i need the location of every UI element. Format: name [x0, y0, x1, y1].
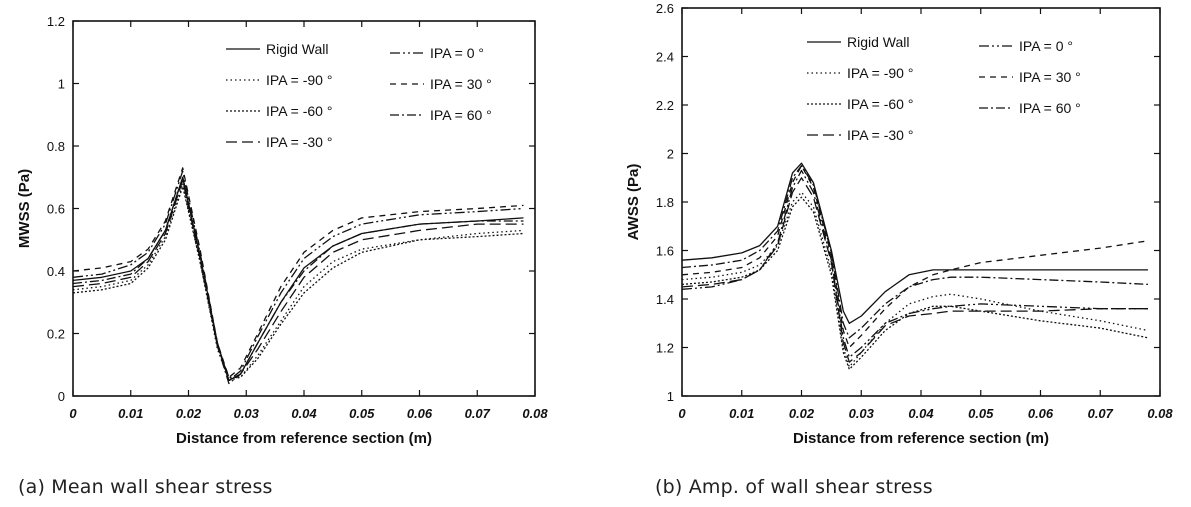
x-tick-label: 0.07	[1088, 406, 1114, 421]
y-tick-label: 2.4	[656, 50, 674, 65]
series-line-1	[681, 191, 1149, 368]
x-axis-label: Distance from reference section (m)	[176, 430, 432, 447]
legend-label: IPA = -60 °	[266, 103, 332, 119]
x-tick-label: 0.08	[522, 406, 548, 421]
x-tick-label: 0.01	[729, 406, 754, 421]
y-axis-label: MWSS (Pa)	[16, 169, 33, 248]
x-tick-label: 0	[69, 406, 77, 421]
series-line-0	[681, 162, 1148, 324]
y-tick-label: 0.4	[47, 264, 65, 279]
y-tick-label: 0.2	[47, 327, 65, 342]
x-tick-label: 0	[678, 406, 686, 421]
legend-label: IPA = 0 °	[1019, 38, 1073, 54]
x-axis-label: Distance from reference section (m)	[793, 430, 1049, 447]
x-tick-label: 0.06	[1028, 406, 1054, 421]
series-line-6	[72, 176, 524, 385]
x-tick-label: 0.05	[968, 406, 994, 421]
y-tick-label: 1.2	[47, 14, 65, 29]
series-line-3	[681, 177, 1148, 363]
plot-frame	[681, 7, 1161, 397]
legend-label: Rigid Wall	[847, 34, 910, 50]
mwss-chart: 0 0.01 0.02 0.03 0.04 0.05 0.06 0.07 0.08 0 0.2 0.4…	[16, 14, 548, 447]
x-tick-label: 0.01	[118, 406, 143, 421]
legend-label: IPA = -90 °	[266, 72, 332, 88]
legend-label: IPA = 30 °	[1019, 69, 1081, 85]
y-tick-label: 1	[667, 389, 674, 404]
y-tick-label: 1.6	[656, 244, 674, 259]
legend-label: IPA = -60 °	[847, 96, 913, 112]
y-tick-label: 1.8	[656, 195, 674, 210]
y-tick-label: 2.6	[656, 1, 674, 16]
y-tick-label: 1.4	[656, 292, 674, 307]
x-tick-label: 0.07	[465, 406, 491, 421]
y-tick-label: 0.8	[47, 139, 65, 154]
series-line-6	[681, 164, 1149, 339]
x-tick-label: 0.05	[349, 406, 375, 421]
y-tick-label: 0	[58, 389, 65, 404]
caption-b: (b) Amp. of wall shear stress	[655, 476, 933, 498]
y-tick-label: 1.2	[656, 341, 674, 356]
legend-label: IPA = 60 °	[430, 107, 492, 123]
series-line-5	[72, 167, 524, 378]
caption-a: (a) Mean wall shear stress	[18, 476, 273, 498]
series-line-4	[72, 170, 524, 382]
legend-label: IPA = -30 °	[266, 134, 332, 150]
series-line-1	[72, 182, 524, 382]
y-tick-label: 1	[58, 77, 65, 92]
y-tick-label: 0.6	[47, 202, 65, 217]
legend-label: IPA = 30 °	[430, 76, 492, 92]
x-tick-label: 0.04	[291, 406, 317, 421]
awss-chart: 0 0.01 0.02 0.03 0.04 0.05 0.06 0.07 0.08 1 1.2 1.4…	[625, 1, 1173, 447]
x-tick-label: 0.03	[849, 406, 875, 421]
legend-label: Rigid Wall	[266, 41, 329, 57]
y-axis-label: AWSS (Pa)	[625, 164, 642, 241]
series-line-4	[681, 169, 1148, 358]
legend-label: IPA = 0 °	[430, 45, 484, 61]
series-line-0	[72, 176, 524, 382]
y-tick-label: 2	[667, 147, 674, 162]
legend-label: IPA = -90 °	[847, 65, 913, 81]
x-tick-label: 0.02	[176, 406, 202, 421]
x-tick-label: 0.02	[789, 406, 815, 421]
x-tick-label: 0.06	[407, 406, 433, 421]
legend-label: IPA = -30 °	[847, 127, 913, 143]
legend-label: IPA = 60 °	[1019, 100, 1081, 116]
series-line-3	[72, 179, 524, 382]
x-tick-label: 0.03	[234, 406, 260, 421]
x-tick-label: 0.08	[1147, 406, 1173, 421]
x-tick-label: 0.04	[908, 406, 934, 421]
series-line-2	[72, 185, 524, 378]
series-line-5	[681, 164, 1149, 349]
y-tick-label: 2.2	[656, 98, 674, 113]
